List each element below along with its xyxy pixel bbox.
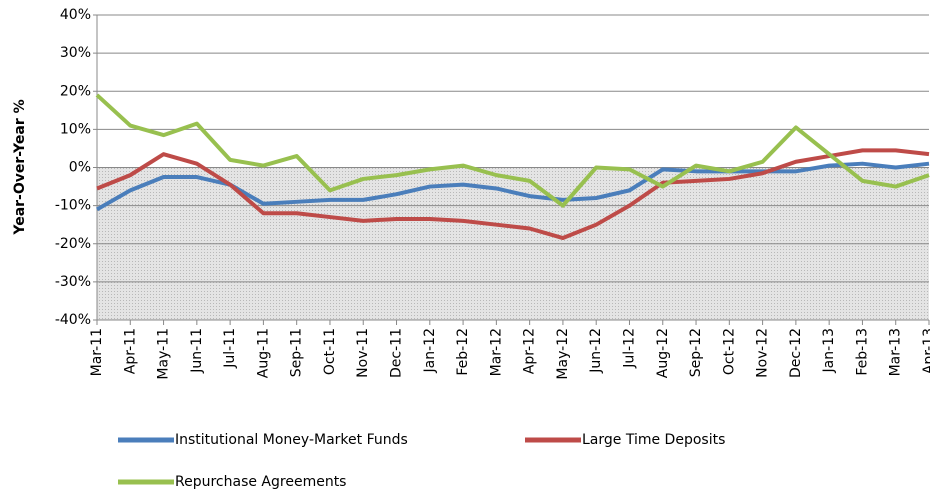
x-tick-label: Mar-12	[488, 328, 504, 376]
y-tick-label: -40%	[55, 312, 91, 328]
y-tick-label: 30%	[60, 45, 91, 61]
x-tick-label: Feb-13	[854, 328, 870, 376]
x-tick-label: Dec-11	[389, 328, 405, 378]
x-tick-label: Apr-11	[122, 328, 138, 374]
x-tick-label: Mar-11	[89, 328, 105, 376]
x-tick-label: Aug-11	[255, 328, 271, 378]
x-tick-label: Jun-12	[588, 328, 604, 374]
y-tick-label: 20%	[60, 83, 91, 99]
y-axis-label: Year-Over-Year %	[12, 99, 28, 235]
x-tick-label: Apr-13	[921, 328, 930, 374]
y-tick-label: -20%	[55, 236, 91, 252]
x-tick-label: Jul-12	[621, 328, 637, 369]
y-tick-label: 40%	[60, 7, 91, 23]
x-tick-label: May-11	[156, 328, 172, 380]
y-tick-label: -10%	[55, 198, 91, 214]
y-tick-label: 0%	[69, 160, 91, 176]
x-tick-label: Oct-12	[721, 328, 737, 375]
series-line	[96, 148, 930, 241]
x-tick-label: Aug-12	[655, 328, 671, 378]
y-tick-label: 10%	[60, 121, 91, 137]
x-tick-label: May-12	[555, 328, 571, 380]
x-tick-label: Oct-11	[322, 328, 338, 375]
x-tick-label: Jun-11	[189, 328, 205, 374]
x-tick-label: Mar-13	[888, 328, 904, 376]
x-tick-label: Feb-12	[455, 328, 471, 376]
legend-label: Institutional Money-Market Funds	[175, 432, 408, 448]
x-tick-label: Dec-12	[788, 328, 804, 378]
x-tick-label: Sep-12	[688, 328, 704, 377]
legend-label: Repurchase Agreements	[175, 474, 346, 490]
x-tick-label: Apr-12	[522, 328, 538, 374]
x-tick-label: Nov-12	[755, 328, 771, 378]
x-tick-label: Jul-11	[222, 328, 238, 369]
x-tick-label: Sep-11	[289, 328, 305, 377]
x-tick-label: Jan-12	[422, 328, 438, 373]
x-tick-label: Nov-11	[355, 328, 371, 378]
y-tick-label: -30%	[55, 274, 91, 290]
legend-label: Large Time Deposits	[582, 432, 725, 448]
series-line	[95, 93, 930, 208]
x-tick-label: Jan-13	[821, 328, 837, 373]
